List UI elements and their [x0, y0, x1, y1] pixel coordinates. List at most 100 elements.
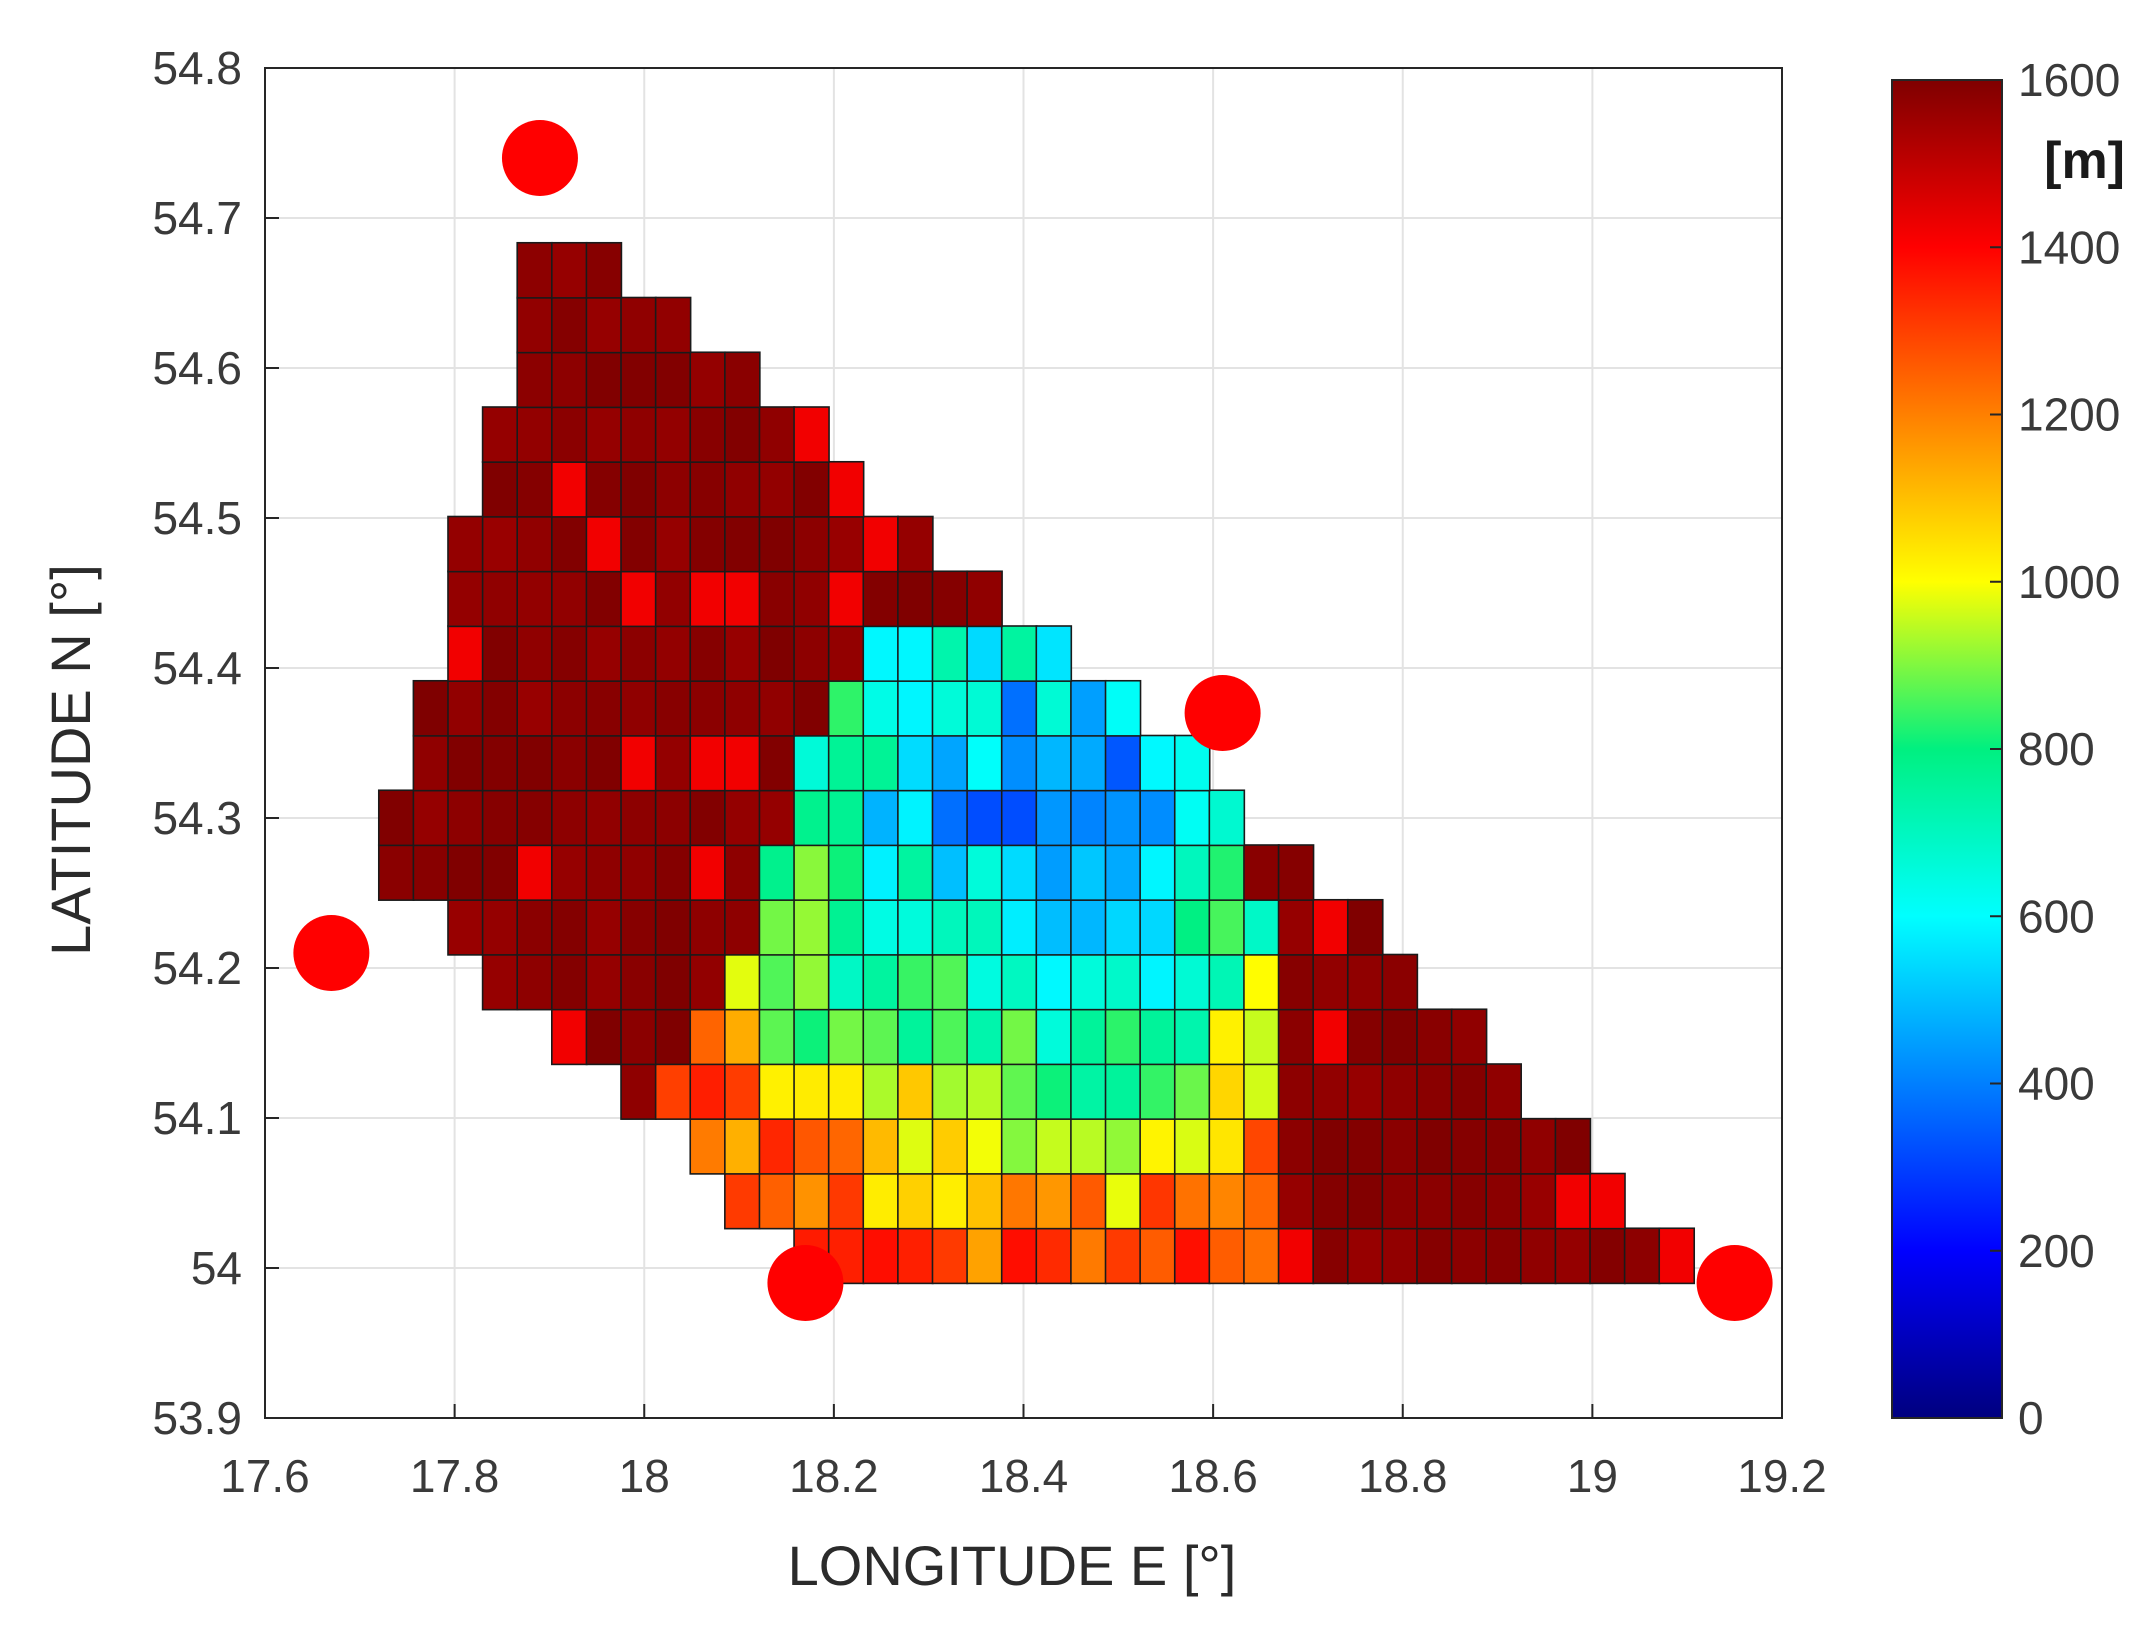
heatmap-cell [793, 570, 830, 628]
station-marker [501, 120, 578, 196]
heatmap-cell [654, 679, 692, 737]
heatmap-cell [412, 679, 450, 737]
heatmap-cell [724, 734, 761, 792]
colorbar-tick-label: 1600 [2018, 54, 2120, 106]
colorbar-ticks: 0 200 400 600 800 1000 1200 1400 1600 [1990, 54, 2120, 1444]
x-tick-label: 18 [619, 1450, 670, 1502]
heatmap-cell [585, 1008, 623, 1066]
heatmap-cell [862, 734, 900, 792]
heatmap-cell [1000, 1172, 1038, 1230]
heatmap-cell [966, 1117, 1003, 1175]
heatmap-cell [966, 1227, 1003, 1285]
heatmap-cell [1243, 1008, 1280, 1066]
heatmap-cell [1035, 1172, 1073, 1230]
heatmap-cell [1381, 1063, 1419, 1120]
heatmap-cell [1381, 1117, 1419, 1175]
heatmap-cell [1035, 1227, 1073, 1285]
heatmap-cell [897, 1008, 934, 1066]
heatmap-cell [793, 1063, 830, 1120]
heatmap-cell [931, 734, 969, 792]
heatmap-cell [966, 1063, 1003, 1120]
heatmap-cell [585, 844, 623, 901]
colorbar-tick-label: 1000 [2018, 556, 2120, 608]
heatmap-cell [1173, 1117, 1211, 1175]
colorbar-tick-label: 400 [2018, 1058, 2095, 1110]
heatmap-cell [551, 515, 588, 573]
heatmap-cell [966, 898, 1003, 956]
heatmap-cell [1139, 1172, 1176, 1230]
heatmap-cell [481, 570, 519, 628]
heatmap-cell [827, 953, 865, 1011]
heatmap-cell [654, 898, 692, 956]
heatmap-cell [1000, 898, 1038, 956]
heatmap-cell [516, 953, 554, 1011]
station-marker [767, 1245, 844, 1321]
heatmap-cell [1346, 1063, 1384, 1120]
heatmap-cell [654, 953, 692, 1011]
colorbar-tick-label: 1400 [2018, 221, 2120, 273]
heatmap-cell [1000, 1117, 1038, 1175]
colorbar-tick-label: 200 [2018, 1225, 2095, 1277]
x-tick-label: 18.8 [1358, 1450, 1448, 1502]
heatmap-cell [1000, 844, 1038, 901]
heatmap-cell [1173, 1063, 1211, 1120]
heatmap-cell [862, 1008, 900, 1066]
heatmap-cell [1312, 1172, 1349, 1230]
heatmap-cell [1485, 1227, 1522, 1285]
heatmap-cell [1554, 1172, 1592, 1230]
heatmap-cell [1035, 953, 1073, 1011]
heatmap-cell [1104, 1117, 1142, 1175]
heatmap-cell [551, 406, 588, 463]
heatmap-cell [516, 296, 554, 354]
heatmap-cell [931, 625, 969, 682]
heatmap-cell [1485, 1117, 1522, 1175]
heatmap-cell [481, 734, 519, 792]
heatmap-cell [931, 953, 969, 1011]
heatmap-cell [1312, 1117, 1349, 1175]
station-marker [1184, 675, 1261, 751]
heatmap-cell [412, 734, 450, 792]
heatmap-cell [827, 1063, 865, 1120]
heatmap-cell [758, 679, 796, 737]
heatmap-cell [1104, 789, 1142, 847]
heatmap-cell [1173, 953, 1211, 1011]
heatmap-cell [1450, 1063, 1488, 1120]
heatmap-cell [585, 351, 623, 409]
heatmap-cell [758, 570, 796, 628]
heatmap-cell [620, 679, 657, 737]
heatmap-cell [481, 515, 519, 573]
heatmap-cell [758, 1172, 796, 1230]
heatmap-cell [758, 789, 796, 847]
heatmap-cell [516, 460, 554, 518]
heatmap-cell [1070, 1008, 1107, 1066]
heatmap-cell [966, 953, 1003, 1011]
heatmap-cell [931, 679, 969, 737]
heatmap-cell [862, 898, 900, 956]
heatmap-cell [551, 296, 588, 354]
heatmap-cell [481, 406, 519, 463]
heatmap-cell [897, 515, 934, 573]
heatmap-cell [793, 1172, 830, 1230]
heatmap-cell [1381, 953, 1419, 1011]
heatmap-cell [654, 1008, 692, 1066]
heatmap-cell [827, 1117, 865, 1175]
heatmap-cell [1519, 1117, 1557, 1175]
heatmap-cell [447, 789, 484, 847]
heatmap-cell [654, 844, 692, 901]
y-tick-label: 54.8 [152, 42, 242, 94]
heatmap-cell [1416, 1117, 1453, 1175]
heatmap-cell [1277, 1063, 1315, 1120]
heatmap-cell [897, 1227, 934, 1285]
heatmap-cell [481, 460, 519, 518]
heatmap-cell [1346, 1172, 1384, 1230]
heatmap-cell [689, 570, 727, 628]
y-tick-label: 54.7 [152, 192, 242, 244]
heatmap-cell [447, 570, 484, 628]
heatmap-cell [654, 515, 692, 573]
heatmap-cell [1243, 1063, 1280, 1120]
colorbar-label: [m] [2044, 132, 2125, 190]
heatmap-cell [1312, 898, 1349, 956]
colorbar [1891, 79, 2003, 1419]
heatmap-cell [1277, 1008, 1315, 1066]
heatmap-cell [1104, 1172, 1142, 1230]
